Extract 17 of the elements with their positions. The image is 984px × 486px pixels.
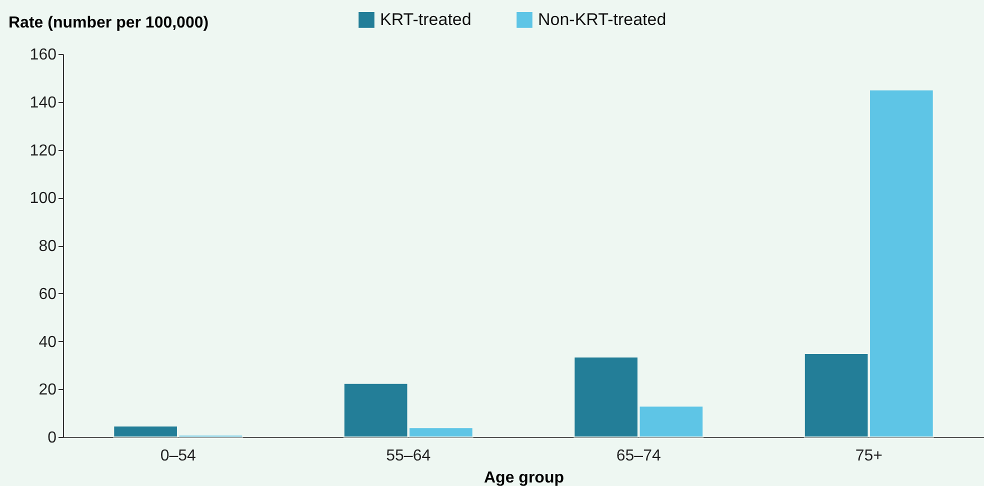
x-tick-label: 55–64 <box>386 448 431 464</box>
legend-label: KRT-treated <box>380 10 472 29</box>
x-tick-label: 0–54 <box>160 448 196 464</box>
y-tick-label: 0 <box>48 430 57 446</box>
x-axis-title: Age group <box>484 470 564 486</box>
y-tick-label: 20 <box>38 382 57 399</box>
x-tick-label: 75+ <box>855 448 882 464</box>
y-tick-label: 140 <box>30 94 57 112</box>
y-tick-label: 160 <box>30 46 57 64</box>
y-tick-label: 40 <box>38 334 57 351</box>
legend-label: Non-KRT-treated <box>538 10 666 29</box>
y-tick-label: 60 <box>38 286 57 303</box>
x-tick-label: 65–74 <box>616 448 661 464</box>
y-tick-label: 100 <box>30 190 57 208</box>
y-axis-title: Rate (number per 100,000) <box>8 14 209 32</box>
y-tick-label: 80 <box>38 238 57 255</box>
y-tick-label: 120 <box>30 142 57 160</box>
